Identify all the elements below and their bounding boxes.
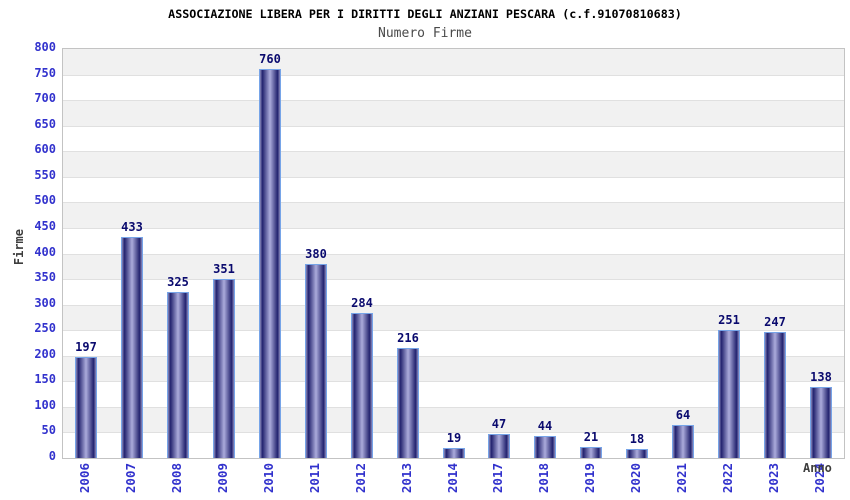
x-tick-label: 2018 xyxy=(536,463,551,494)
gridline xyxy=(63,330,844,331)
bar-2008 xyxy=(167,292,189,458)
bar-2023 xyxy=(764,332,786,458)
background-band xyxy=(63,151,844,177)
gridline xyxy=(63,432,844,433)
gridline xyxy=(63,305,844,306)
gridline xyxy=(63,381,844,382)
bar-2007 xyxy=(121,237,143,458)
bar-2006 xyxy=(75,357,97,458)
bar-2019 xyxy=(580,447,602,458)
bar-2024 xyxy=(810,387,832,458)
bar-value-label: 216 xyxy=(397,331,419,345)
bar-value-label: 380 xyxy=(305,247,327,261)
bar-2009 xyxy=(213,279,235,458)
gridline xyxy=(63,75,844,76)
bar-value-label: 18 xyxy=(629,432,645,446)
y-tick-label: 650 xyxy=(34,117,56,131)
x-tick-label: 2011 xyxy=(307,463,322,494)
background-band xyxy=(63,253,844,280)
y-tick-label: 550 xyxy=(34,168,56,182)
background-band xyxy=(63,304,844,331)
background-band xyxy=(63,202,844,228)
y-tick-label: 150 xyxy=(34,372,56,386)
background-band xyxy=(63,355,844,382)
bar-value-label: 197 xyxy=(75,340,97,354)
chart-title: ASSOCIAZIONE LIBERA PER I DIRITTI DEGLI … xyxy=(168,7,682,21)
x-tick-label: 2022 xyxy=(720,463,735,494)
bar-value-label: 251 xyxy=(718,313,740,327)
bar-2020 xyxy=(626,449,648,458)
bar-value-label: 433 xyxy=(121,220,143,234)
x-tick-label: 2009 xyxy=(215,463,230,494)
gridline xyxy=(63,228,844,229)
y-tick-label: 300 xyxy=(34,296,56,310)
y-tick-label: 600 xyxy=(34,142,56,156)
y-tick-label: 800 xyxy=(34,40,56,54)
x-tick-label: 2013 xyxy=(399,463,414,494)
bar-2010 xyxy=(259,69,281,458)
y-tick-label: 400 xyxy=(34,245,56,259)
y-axis-title: Firme xyxy=(12,229,26,266)
bar-value-label: 47 xyxy=(491,417,507,431)
x-tick-label: 2010 xyxy=(261,463,276,494)
bar-value-label: 19 xyxy=(446,431,462,445)
chart-subtitle: Numero Firme xyxy=(378,26,472,41)
gridline xyxy=(63,202,844,203)
bar-2017 xyxy=(488,434,510,458)
x-tick-label: 2012 xyxy=(353,463,368,494)
bar-2011 xyxy=(305,264,327,458)
gridline xyxy=(63,100,844,101)
y-tick-label: 100 xyxy=(34,398,56,412)
bar-2021 xyxy=(672,425,694,458)
bar-2014 xyxy=(443,448,465,458)
bar-value-label: 247 xyxy=(764,315,786,329)
gridline xyxy=(63,356,844,357)
x-tick-label: 2019 xyxy=(582,463,597,494)
y-tick-label: 0 xyxy=(48,449,56,463)
y-tick-label: 250 xyxy=(34,321,56,335)
gridline xyxy=(63,177,844,178)
bar-value-label: 21 xyxy=(583,430,599,444)
x-tick-label: 2023 xyxy=(766,463,781,494)
gridline xyxy=(63,279,844,280)
x-axis-title: Anno xyxy=(803,461,832,475)
gridline xyxy=(63,151,844,152)
y-tick-label: 500 xyxy=(34,193,56,207)
background-band xyxy=(63,49,844,75)
plot-area: 197 433 325 351 760 380 284 216 19 47 44 21 18 64 251 2… xyxy=(62,48,845,459)
background-band xyxy=(63,406,844,433)
x-tick-label: 2008 xyxy=(169,463,184,494)
bar-2018 xyxy=(534,436,556,458)
x-tick-label: 2020 xyxy=(628,463,643,494)
gridline xyxy=(63,254,844,255)
bar-value-label: 351 xyxy=(213,262,235,276)
bar-value-label: 284 xyxy=(351,296,373,310)
bar-value-label: 138 xyxy=(810,370,832,384)
y-tick-label: 200 xyxy=(34,347,56,361)
bar-value-label: 760 xyxy=(259,52,281,66)
y-tick-label: 350 xyxy=(34,270,56,284)
bar-value-label: 44 xyxy=(537,419,553,433)
x-tick-label: 2017 xyxy=(490,463,505,494)
gridline xyxy=(63,407,844,408)
bar-value-label: 325 xyxy=(167,275,189,289)
bar-2013 xyxy=(397,348,419,458)
bar-2012 xyxy=(351,313,373,458)
x-tick-label: 2021 xyxy=(674,463,689,494)
x-tick-label: 2006 xyxy=(77,463,92,494)
background-band xyxy=(63,100,844,126)
bar-2022 xyxy=(718,330,740,458)
bar-value-label: 64 xyxy=(675,408,691,422)
y-tick-label: 50 xyxy=(41,423,56,437)
y-tick-label: 750 xyxy=(34,66,56,80)
y-tick-label: 700 xyxy=(34,91,56,105)
x-tick-label: 2007 xyxy=(123,463,138,494)
x-tick-label: 2014 xyxy=(445,463,460,494)
gridline xyxy=(63,126,844,127)
y-tick-label: 450 xyxy=(34,219,56,233)
